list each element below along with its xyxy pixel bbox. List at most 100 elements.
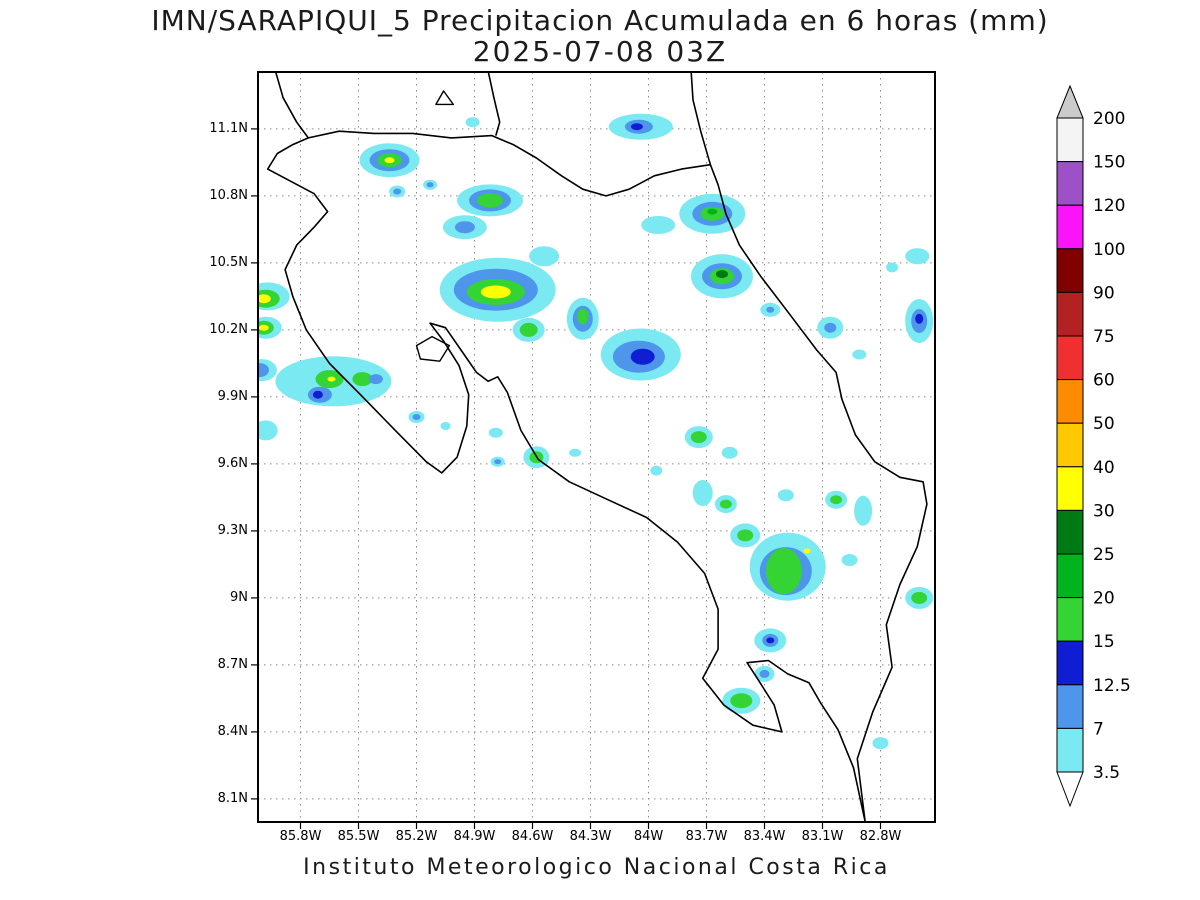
colorbar-tick-label: 200 [1093,109,1125,129]
coastline [487,72,501,136]
precip-cell [886,262,899,273]
precip-cell [650,465,663,476]
precip-cell [830,495,843,505]
colorbar-segment [1056,204,1084,250]
precip-cell [730,693,753,709]
precip-cell [915,313,924,324]
lat-tick-label: 9.9N [217,388,248,404]
precip-cell [412,414,421,420]
lon-tick-label: 84.6W [511,829,554,844]
precip-cell [716,270,728,279]
lat-tick-label: 9N [230,589,248,605]
precip-cell [384,157,395,164]
colorbar-under-arrow [1056,771,1084,808]
precip-cell [707,208,718,215]
precip-cell [454,221,475,234]
lat-tick-label: 8.1N [217,790,248,806]
precip-cell [737,529,754,542]
precip-cell [519,322,538,337]
lat-tick-label: 9.3N [217,522,248,538]
precip-cell [258,324,269,331]
colorbar-segment [1056,553,1084,599]
lon-tick-label: 85.5W [337,829,380,844]
plot-datetime: 2025-07-08 03Z [472,35,728,68]
lon-tick-label: 85.8W [279,829,322,844]
precip-cell [759,669,770,678]
precip-cell [630,348,655,365]
colorbar-tick-label: 100 [1093,240,1125,260]
precip-cell [630,123,643,131]
colorbar-segment [1056,597,1084,642]
precip-cell [852,349,867,360]
colorbar: 200 150 120 100 90 75 60 50 40 30 25 20 15 12.5 7 3.5 [1056,84,1131,808]
precip-cell [721,446,738,459]
colorbar-tick-label: 3.5 [1093,763,1120,783]
colorbar-tick-label: 20 [1093,589,1115,609]
lat-tick-label: 11.1N [209,120,248,136]
colorbar-tick-label: 30 [1093,501,1115,521]
precip-cell [911,591,928,604]
lon-tick-label: 84.9W [453,829,496,844]
precip-cell [258,363,269,378]
colorbar-tick-label: 40 [1093,458,1115,478]
precip-cell [393,188,402,195]
precip-cell [465,117,480,128]
lon-tick-label: 85.2W [395,829,438,844]
coastline [266,72,928,822]
colorbar-segment [1056,161,1084,206]
lat-tick-label: 8.7N [217,656,248,672]
precip-cell [905,248,930,265]
precip-cell [368,374,383,385]
colorbar-tick-label: 150 [1093,153,1125,173]
island-outline [415,335,451,362]
colorbar-segment [1056,248,1084,293]
colorbar-over-arrow [1056,84,1084,119]
colorbar-segment [1056,727,1084,773]
lon-tick-label: 83.4W [743,829,786,844]
colorbar-tick-label: 7 [1093,719,1104,739]
colorbar-segment [1056,640,1084,686]
lon-tick-label: 84W [633,829,664,844]
colorbar-tick-label: 15 [1093,632,1115,652]
map-frame [257,71,936,823]
lat-tick-label: 10.5N [209,254,248,270]
lon-tick-label: 83.7W [685,829,728,844]
lat-tick-label: 8.4N [217,723,248,739]
colorbar-segment [1056,379,1084,424]
lon-tick-label: 83.1W [801,829,844,844]
precip-cell [872,737,889,750]
lon-tick-label: 84.3W [569,829,612,844]
colorbar-segment [1056,509,1084,555]
precip-cell [327,376,336,382]
precip-cell [803,548,811,554]
precip-cell [258,420,278,441]
lat-tick-label: 9.6N [217,455,248,471]
colorbar-tick-label: 120 [1093,196,1125,216]
precip-cell [352,372,373,387]
precip-cell [258,294,271,304]
lon-tick-label: 82.8W [859,829,902,844]
precip-cell [426,182,434,188]
precip-cell [841,554,858,566]
precip-cell [690,431,707,444]
colorbar-tick-label: 75 [1093,327,1115,347]
colorbar-tick-label: 60 [1093,371,1115,391]
plot-title: IMN/SARAPIQUI_5 Precipitacion Acumulada … [151,4,1049,37]
colorbar-segment [1056,466,1084,511]
colorbar-tick-label: 25 [1093,545,1115,565]
coastline [308,130,711,197]
lat-tick-label: 10.8N [209,187,248,203]
precip-cell [569,448,582,457]
colorbar-tick-label: 90 [1093,283,1115,303]
precip-cell [641,216,676,234]
colorbar-segment [1056,291,1084,337]
precip-cell [765,548,802,595]
island-outline [435,90,454,106]
colorbar-segment [1056,117,1084,163]
precip-cell [494,459,502,465]
precip-cell [440,422,451,430]
colorbar-segment [1056,422,1084,468]
lat-tick-label: 10.2N [209,321,248,337]
precip-cell [854,495,873,526]
